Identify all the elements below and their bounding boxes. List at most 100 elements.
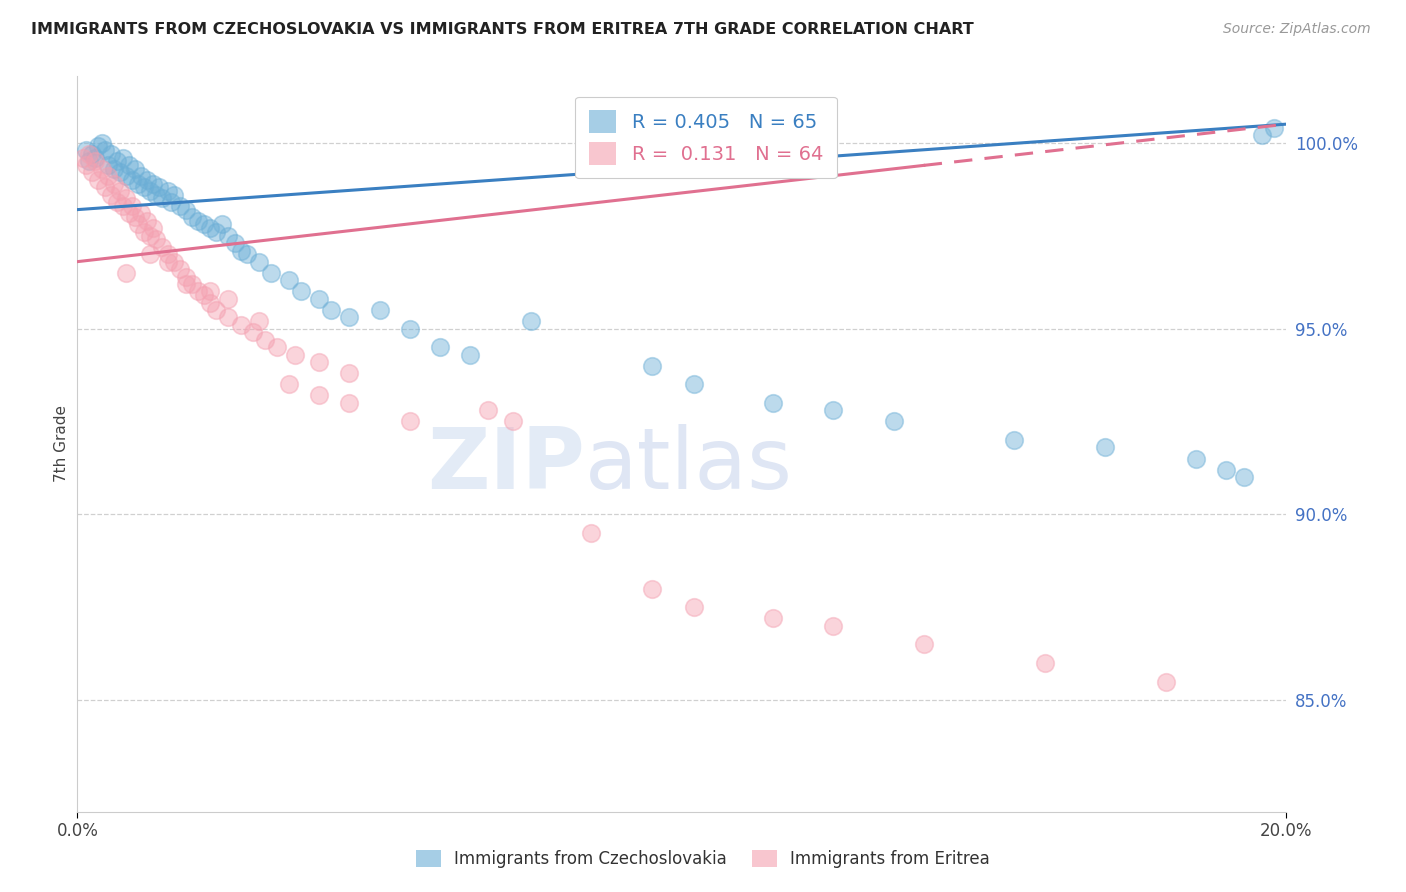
Point xyxy=(308,355,330,369)
Point xyxy=(169,199,191,213)
Point xyxy=(821,619,844,633)
Point xyxy=(108,184,131,198)
Point xyxy=(912,637,935,651)
Point xyxy=(75,143,97,157)
Legend: R = 0.405   N = 65, R =  0.131   N = 64: R = 0.405 N = 65, R = 0.131 N = 64 xyxy=(575,96,837,178)
Point xyxy=(242,325,264,339)
Point xyxy=(278,273,301,287)
Point xyxy=(641,582,664,596)
Point xyxy=(129,169,152,183)
Point xyxy=(260,266,283,280)
Text: Source: ZipAtlas.com: Source: ZipAtlas.com xyxy=(1223,22,1371,37)
Point xyxy=(87,173,110,187)
Point xyxy=(127,218,149,232)
Point xyxy=(82,165,104,179)
Point xyxy=(218,310,240,325)
Point xyxy=(163,187,186,202)
Point xyxy=(1215,463,1237,477)
Point xyxy=(205,302,228,317)
Point xyxy=(1094,441,1116,455)
Point xyxy=(145,187,167,202)
Point xyxy=(100,187,122,202)
Point xyxy=(762,611,785,625)
Point xyxy=(157,254,180,268)
Point xyxy=(308,292,330,306)
Point xyxy=(1185,451,1208,466)
Point xyxy=(87,139,110,153)
Point xyxy=(139,247,162,261)
Point xyxy=(139,184,162,198)
Point xyxy=(108,165,131,179)
Point xyxy=(339,366,360,380)
Text: ZIP: ZIP xyxy=(427,425,585,508)
Point xyxy=(135,213,157,227)
Point xyxy=(187,213,209,227)
Point xyxy=(1154,674,1177,689)
Point xyxy=(266,340,288,354)
Point xyxy=(458,347,481,361)
Point xyxy=(148,180,170,194)
Point xyxy=(211,218,233,232)
Point xyxy=(82,146,104,161)
Point xyxy=(157,247,180,261)
Point xyxy=(247,314,270,328)
Point xyxy=(683,600,706,615)
Point xyxy=(111,199,134,213)
Point xyxy=(145,232,167,246)
Point xyxy=(150,240,173,254)
Point xyxy=(93,143,115,157)
Point xyxy=(1033,656,1056,670)
Point xyxy=(118,206,141,220)
Point xyxy=(821,403,844,417)
Point xyxy=(1004,433,1026,447)
Point xyxy=(105,195,128,210)
Point xyxy=(103,161,125,176)
Point xyxy=(100,146,122,161)
Point xyxy=(103,177,125,191)
Point xyxy=(218,228,240,243)
Point xyxy=(181,210,204,224)
Point xyxy=(135,173,157,187)
Point xyxy=(762,396,785,410)
Point xyxy=(118,158,141,172)
Point xyxy=(114,266,136,280)
Point xyxy=(139,228,162,243)
Point xyxy=(96,169,118,183)
Point xyxy=(142,177,165,191)
Point xyxy=(157,184,180,198)
Point xyxy=(229,318,252,332)
Point xyxy=(121,199,143,213)
Point xyxy=(200,285,222,299)
Point xyxy=(174,269,197,284)
Point xyxy=(75,158,97,172)
Point xyxy=(399,414,422,428)
Point xyxy=(224,235,246,250)
Point xyxy=(96,158,118,172)
Point xyxy=(124,210,146,224)
Point xyxy=(1263,120,1285,135)
Point xyxy=(193,218,215,232)
Point xyxy=(1233,470,1256,484)
Point xyxy=(181,277,204,291)
Point xyxy=(399,321,422,335)
Point xyxy=(132,225,155,239)
Point xyxy=(174,202,197,217)
Point xyxy=(235,247,257,261)
Point xyxy=(200,221,222,235)
Point xyxy=(502,414,524,428)
Point xyxy=(79,146,101,161)
Point xyxy=(641,359,664,373)
Point xyxy=(247,254,270,268)
Point xyxy=(84,154,107,169)
Point xyxy=(339,396,360,410)
Point xyxy=(127,177,149,191)
Point xyxy=(90,161,112,176)
Point xyxy=(150,191,173,205)
Point xyxy=(229,244,252,258)
Point xyxy=(90,136,112,150)
Point xyxy=(253,333,276,347)
Point xyxy=(72,151,94,165)
Point xyxy=(683,377,706,392)
Point xyxy=(121,173,143,187)
Point xyxy=(429,340,451,354)
